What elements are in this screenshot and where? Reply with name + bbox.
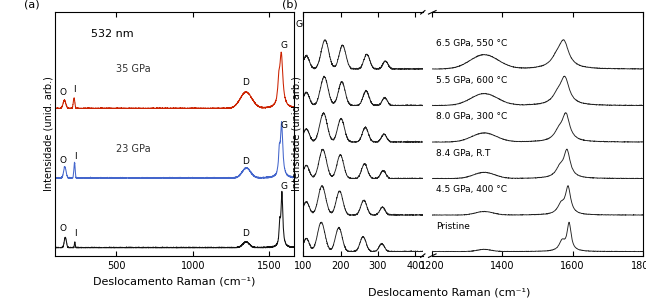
- Text: D: D: [243, 157, 249, 166]
- Text: I: I: [74, 229, 77, 238]
- Text: O: O: [59, 87, 66, 96]
- Text: G: G: [281, 182, 288, 191]
- Text: Deslocamento Raman (cm⁻¹): Deslocamento Raman (cm⁻¹): [368, 288, 530, 298]
- Text: 6.5 GPa, 550 °C: 6.5 GPa, 550 °C: [436, 39, 507, 48]
- Text: G: G: [295, 20, 302, 29]
- Text: 532 nm: 532 nm: [90, 29, 133, 38]
- Text: D: D: [243, 229, 249, 238]
- Text: G: G: [280, 121, 287, 130]
- Text: 8.4 GPa, R.T: 8.4 GPa, R.T: [436, 149, 490, 158]
- Y-axis label: Intensidade (unid. arb.): Intensidade (unid. arb.): [43, 77, 54, 191]
- Text: (b): (b): [282, 0, 298, 10]
- Text: G: G: [280, 41, 287, 50]
- Text: I: I: [74, 152, 76, 161]
- Text: O: O: [59, 156, 67, 165]
- Text: (I: (I: [301, 20, 306, 29]
- Y-axis label: Intensidade (unid. arb.): Intensidade (unid. arb.): [292, 77, 302, 191]
- Text: O: O: [60, 224, 67, 233]
- Text: 35 GPa: 35 GPa: [116, 64, 151, 74]
- Text: 4.5 GPa, 400 °C: 4.5 GPa, 400 °C: [436, 185, 506, 194]
- Text: (a): (a): [24, 0, 39, 10]
- Text: Pristine: Pristine: [436, 222, 470, 231]
- X-axis label: Deslocamento Raman (cm⁻¹): Deslocamento Raman (cm⁻¹): [93, 276, 256, 286]
- Text: D: D: [243, 78, 249, 87]
- Text: I: I: [74, 85, 76, 94]
- Text: 5.5 GPa, 600 °C: 5.5 GPa, 600 °C: [436, 76, 507, 85]
- Text: 23 GPa: 23 GPa: [116, 144, 151, 154]
- Text: 8.0 GPa, 300 °C: 8.0 GPa, 300 °C: [436, 112, 507, 121]
